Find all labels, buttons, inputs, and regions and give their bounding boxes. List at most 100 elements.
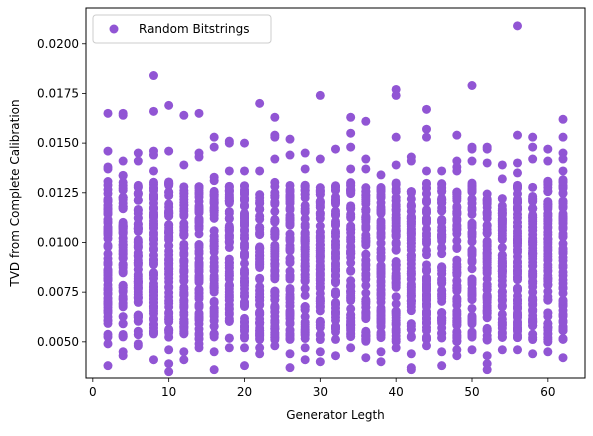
- data-point: [103, 229, 112, 238]
- data-point: [301, 334, 310, 343]
- data-point: [210, 133, 219, 142]
- data-point: [255, 223, 264, 232]
- data-point: [210, 190, 219, 199]
- x-tick-label: 30: [313, 385, 328, 399]
- data-point: [286, 349, 295, 358]
- data-point: [468, 199, 477, 208]
- data-point: [119, 299, 128, 308]
- data-point: [559, 223, 568, 232]
- data-point: [528, 196, 537, 205]
- data-point: [543, 271, 552, 280]
- data-point: [361, 261, 370, 270]
- data-point: [210, 298, 219, 307]
- data-point: [392, 264, 401, 273]
- data-point: [407, 349, 416, 358]
- data-point: [316, 347, 325, 356]
- data-point: [543, 234, 552, 243]
- data-point: [134, 339, 143, 348]
- data-point: [422, 197, 431, 206]
- data-point: [149, 211, 158, 220]
- data-point: [513, 21, 522, 30]
- data-point: [270, 274, 279, 283]
- data-point: [164, 367, 173, 376]
- data-point: [331, 220, 340, 229]
- data-point: [346, 343, 355, 352]
- data-point: [543, 187, 552, 196]
- data-point: [331, 209, 340, 218]
- data-point: [377, 205, 386, 214]
- y-tick-label: 0.0125: [37, 186, 79, 200]
- data-point: [377, 272, 386, 281]
- data-point: [164, 188, 173, 197]
- data-point: [513, 234, 522, 243]
- data-point: [559, 318, 568, 327]
- data-point: [210, 143, 219, 152]
- data-point: [392, 205, 401, 214]
- data-point: [149, 255, 158, 264]
- data-point: [407, 333, 416, 342]
- data-point: [316, 91, 325, 100]
- data-point: [468, 318, 477, 327]
- data-point: [392, 160, 401, 169]
- data-point: [528, 143, 537, 152]
- data-point: [407, 306, 416, 315]
- data-point: [210, 235, 219, 244]
- data-point: [331, 287, 340, 296]
- data-point: [498, 235, 507, 244]
- data-point: [331, 322, 340, 331]
- data-point: [452, 209, 461, 218]
- data-point: [164, 309, 173, 318]
- data-point: [225, 183, 234, 192]
- data-point: [377, 311, 386, 320]
- data-point: [225, 166, 234, 175]
- data-point: [179, 317, 188, 326]
- data-point: [483, 238, 492, 247]
- data-point: [498, 194, 507, 203]
- data-point: [468, 157, 477, 166]
- data-point: [103, 249, 112, 258]
- data-point: [422, 266, 431, 275]
- data-point: [483, 208, 492, 217]
- y-tick-label: 0.0050: [37, 335, 79, 349]
- data-point: [377, 347, 386, 356]
- data-point: [255, 328, 264, 337]
- data-point: [103, 185, 112, 194]
- data-point: [179, 285, 188, 294]
- data-point: [149, 71, 158, 80]
- data-point: [422, 105, 431, 114]
- data-point: [164, 299, 173, 308]
- data-point: [528, 311, 537, 320]
- data-point: [483, 252, 492, 261]
- data-point: [195, 243, 204, 252]
- data-point: [149, 191, 158, 200]
- data-point: [103, 147, 112, 156]
- x-tick-label: 10: [161, 385, 176, 399]
- data-point: [483, 307, 492, 316]
- data-point: [164, 345, 173, 354]
- data-point: [134, 284, 143, 293]
- data-point: [528, 277, 537, 286]
- data-point: [179, 276, 188, 285]
- data-point: [195, 153, 204, 162]
- data-point: [543, 337, 552, 346]
- data-point: [195, 205, 204, 214]
- data-point: [377, 285, 386, 294]
- data-point: [103, 207, 112, 216]
- data-point: [528, 213, 537, 222]
- data-point: [286, 258, 295, 267]
- data-point: [422, 246, 431, 255]
- data-point: [346, 187, 355, 196]
- data-point: [195, 294, 204, 303]
- data-point: [437, 319, 446, 328]
- data-point: [422, 276, 431, 285]
- data-point: [240, 343, 249, 352]
- data-point: [149, 233, 158, 242]
- data-point: [392, 91, 401, 100]
- data-point: [377, 229, 386, 238]
- data-point: [346, 248, 355, 257]
- data-point: [103, 361, 112, 370]
- data-point: [392, 335, 401, 344]
- data-point: [286, 329, 295, 338]
- data-point: [255, 166, 264, 175]
- data-point: [164, 234, 173, 243]
